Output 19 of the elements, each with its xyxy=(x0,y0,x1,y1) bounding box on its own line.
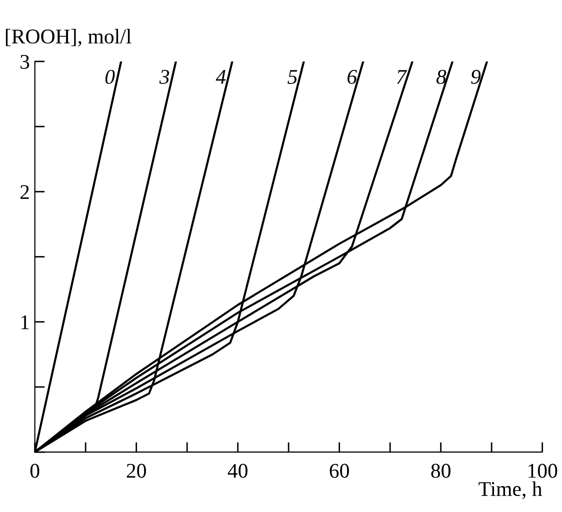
y-tick-label: 1 xyxy=(21,315,29,330)
y-axis-title: [ROOH], mol/l xyxy=(6,28,132,47)
x-axis-title: Time, h xyxy=(478,481,542,500)
y-tick-label: 2 xyxy=(20,185,29,199)
x-tick-label: 40 xyxy=(228,464,248,478)
series-label: 5 xyxy=(288,70,298,84)
series-label: 3 xyxy=(159,70,170,84)
x-tick-label: 0 xyxy=(30,464,40,478)
series-label: 9 xyxy=(471,70,481,84)
x-tick-label: 80 xyxy=(431,464,450,478)
y-tick-label: 3 xyxy=(20,54,30,69)
x-tick-label: 60 xyxy=(330,464,349,478)
series-label: 8 xyxy=(436,70,446,84)
x-tick-label: 20 xyxy=(126,464,146,478)
series-label: 4 xyxy=(216,70,226,84)
series-label: 7 xyxy=(397,70,408,84)
x-tick-label: 100 xyxy=(528,464,558,478)
series-label: 0 xyxy=(105,70,115,84)
series-label: 6 xyxy=(348,70,357,84)
